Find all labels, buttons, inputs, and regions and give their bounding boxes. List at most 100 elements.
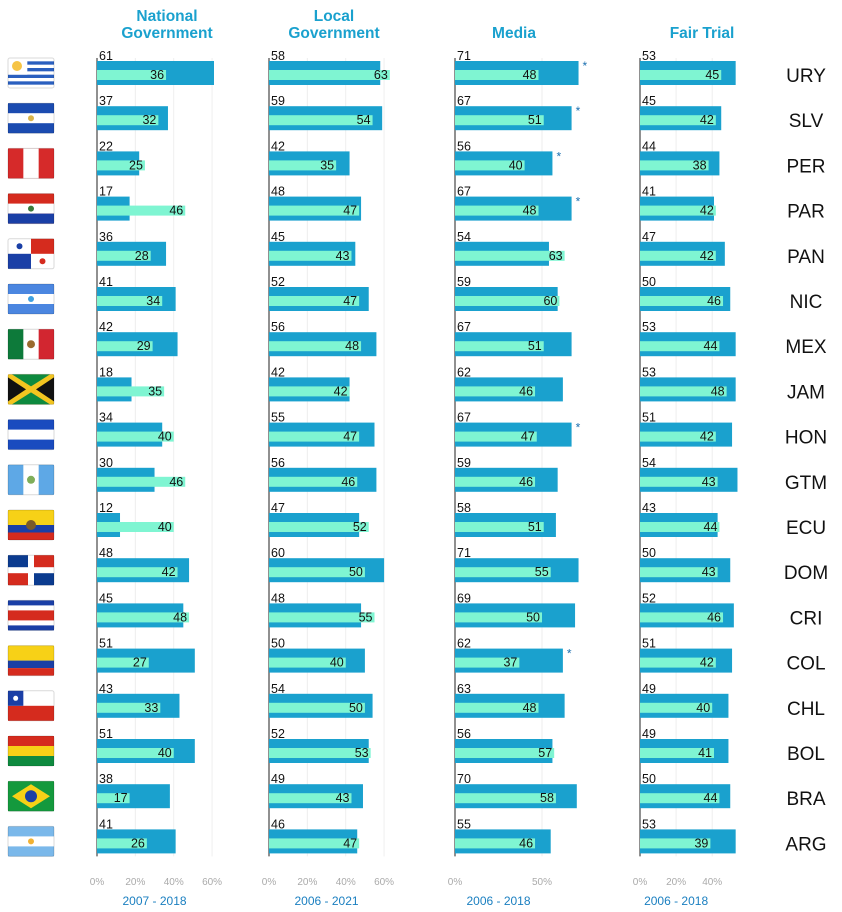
flag-part [8,660,54,669]
label-last-period: 51 [528,113,542,127]
label-first-period: 22 [99,139,113,153]
significance-asterisk: * [556,149,561,163]
label-first-period: 48 [99,546,113,560]
label-first-period: 55 [457,817,471,831]
panel: 61 36 37 32 22 25 17 46 36 28 41 34 42 29 18 35 34 40 30 46… [90,49,222,908]
bar-last-period [269,341,362,352]
flag-part [8,826,54,837]
label-first-period: 53 [642,365,656,379]
flag-part [8,555,28,568]
bar-last-period [97,115,159,126]
label-first-period: 43 [99,682,113,696]
label-first-period: 38 [99,772,113,786]
flag-border [7,57,55,89]
label-last-period: 50 [349,701,363,715]
panel-title: Government [288,25,379,42]
bar-last-period [97,160,145,171]
flag-part [34,573,54,586]
flag-part [39,258,46,265]
tick-label: 0% [262,877,277,888]
label-first-period: 56 [457,139,471,153]
flag-part [8,429,54,440]
country-code: URY [786,66,826,87]
label-last-period: 32 [142,113,156,127]
label-last-period: 45 [705,68,719,82]
panel-title: Government [121,25,212,42]
label-first-period: 42 [271,139,285,153]
bar-last-period [269,567,365,578]
label-last-period: 44 [704,339,718,353]
label-last-period: 51 [528,520,542,534]
label-last-period: 43 [702,475,716,489]
el-salvador-flag [7,102,55,134]
bar-last-period [97,296,163,306]
label-last-period: 36 [150,68,164,82]
label-first-period: 49 [271,772,285,786]
label-last-period: 26 [131,836,145,850]
tick-label: 40% [164,877,184,888]
flag-part [8,532,54,540]
label-last-period: 44 [704,791,718,805]
tick-label: 60% [202,877,222,888]
bar-last-period [640,296,724,306]
label-last-period: 42 [700,204,714,218]
tick-label: 0% [448,877,463,888]
label-last-period: 43 [702,565,716,579]
flag-part [8,846,54,857]
country-code: PAR [787,202,825,223]
flag-part [8,329,24,360]
flag-border [7,328,55,360]
bar-last-period [269,838,360,849]
label-first-period: 51 [642,637,656,651]
country-code: DOM [784,563,828,584]
tick-label: 0% [633,877,648,888]
bar-last-period [97,612,190,623]
label-last-period: 27 [133,656,147,670]
label-last-period: 48 [711,384,725,398]
bar-last-period [269,431,360,442]
bar-last-period [97,793,130,804]
label-last-period: 17 [114,791,128,805]
label-first-period: 54 [271,682,285,696]
jamaica-flag [7,373,55,405]
label-first-period: 42 [99,320,113,334]
label-last-period: 48 [173,610,187,624]
bar-last-period [97,748,174,758]
label-first-period: 41 [99,817,113,831]
bar-last-period [455,657,520,668]
bar-last-period [640,431,716,442]
label-last-period: 55 [535,565,549,579]
period-label: 2006 - 2018 [466,894,530,908]
bar-last-period [640,793,720,804]
label-first-period: 43 [642,501,656,515]
tick-label: 20% [666,877,686,888]
label-first-period: 54 [642,456,656,470]
label-last-period: 63 [549,249,563,263]
flag-part [8,756,54,766]
bar-last-period [269,702,365,713]
label-first-period: 36 [99,230,113,244]
label-last-period: 42 [162,565,176,579]
label-last-period: 51 [528,339,542,353]
bar-last-period [269,793,352,804]
bar-last-period [455,612,542,623]
label-first-period: 50 [642,772,656,786]
flag-part [8,736,54,746]
label-last-period: 40 [330,656,344,670]
bar-last-period [640,341,720,352]
flag-part [8,645,54,661]
label-last-period: 60 [543,294,557,308]
significance-asterisk: * [576,195,581,209]
label-first-period: 59 [457,275,471,289]
flag-part [36,377,54,402]
bar-last-period [640,205,716,216]
bar-last-period [97,341,153,352]
bar-last-period [269,296,360,306]
label-last-period: 40 [158,430,172,444]
label-last-period: 42 [700,430,714,444]
flag-part [38,329,54,360]
bar-last-period [269,70,390,80]
label-first-period: 58 [457,501,471,515]
ecuador-flag [7,509,55,541]
